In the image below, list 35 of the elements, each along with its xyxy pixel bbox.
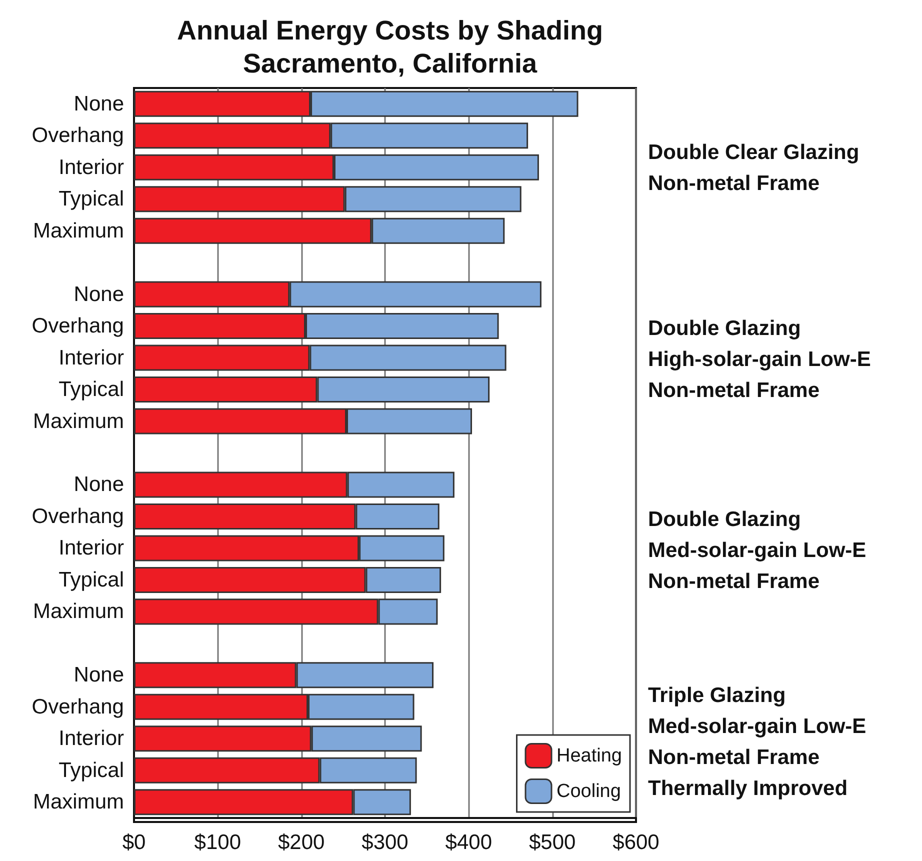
y-tick-label: Interior	[58, 727, 124, 750]
x-tick-label: $100	[194, 831, 242, 854]
legend-label: Heating	[556, 745, 622, 766]
y-tick-label: Interior	[58, 346, 124, 370]
x-tick-label: $600	[612, 831, 660, 854]
y-tick-label: Maximum	[32, 790, 124, 814]
chart-title: Annual Energy Costs by Shading	[176, 16, 604, 46]
y-tick-label: Maximum	[32, 219, 124, 242]
y-tick-label: Typical	[58, 568, 124, 592]
y-tick-label: Maximum	[32, 600, 124, 624]
y-tick-label: Overhang	[32, 124, 124, 148]
y-tick-label: Typical	[58, 758, 124, 782]
x-tick-label: $200	[278, 831, 325, 854]
text: Double Glazing Med-solar-gain Low-E Non-metal Frame	[648, 508, 866, 594]
y-tick-label: Typical	[58, 188, 124, 211]
y-tick-label: Maximum	[32, 410, 124, 433]
legend-label: Cooling	[556, 780, 621, 802]
y-tick-label: Interior	[58, 156, 124, 179]
y-tick-label: None	[74, 282, 124, 306]
y-tick-label: None	[74, 92, 124, 116]
x-tick-label: $0	[122, 831, 146, 854]
chart-subtitle: Sacramento, California	[242, 48, 538, 78]
text: Double Clear Glazing Non-metal Frame	[648, 140, 860, 195]
y-tick-label: Interior	[58, 536, 124, 560]
text: Double Glazing High-solar-gain Low-E Non-metal Frame	[648, 316, 871, 402]
text: Triple Glazing Med-solar-gain Low-E Non-metal Frame Thermally Improved	[648, 684, 866, 800]
y-tick-label: Typical	[58, 378, 124, 402]
x-tick-label: $400	[445, 831, 492, 854]
y-tick-label: Overhang	[32, 314, 124, 338]
y-tick-label: Overhang	[32, 504, 124, 528]
y-tick-label: Overhang	[32, 695, 124, 718]
x-tick-label: $300	[362, 831, 408, 854]
y-tick-label: None	[74, 664, 124, 687]
y-tick-label: None	[74, 473, 124, 496]
x-tick-label: $500	[528, 831, 576, 854]
